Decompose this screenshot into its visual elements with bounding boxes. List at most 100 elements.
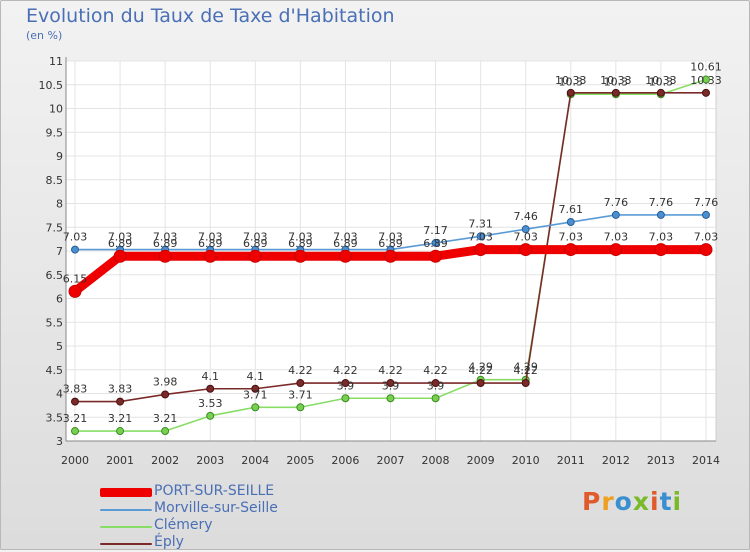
data-point bbox=[656, 88, 665, 97]
brand-letter: r bbox=[601, 487, 615, 516]
data-label: 7.03 bbox=[604, 231, 629, 244]
data-point bbox=[206, 411, 215, 420]
x-tick-label: 2011 bbox=[557, 454, 585, 467]
data-point bbox=[611, 88, 620, 97]
data-label: 3.9 bbox=[382, 379, 400, 392]
data-point bbox=[521, 225, 530, 234]
y-tick-label: 9 bbox=[56, 150, 63, 163]
y-tick-label: 6.5 bbox=[46, 269, 64, 282]
data-label: 3.83 bbox=[63, 383, 88, 396]
data-point bbox=[113, 249, 127, 263]
data-label: 4.22 bbox=[423, 364, 448, 377]
data-label: 7.46 bbox=[513, 210, 538, 223]
data-label: 3.98 bbox=[153, 375, 178, 388]
data-label: 3.83 bbox=[108, 383, 133, 396]
y-tick-label: 8.5 bbox=[46, 174, 64, 187]
legend-swatch bbox=[100, 543, 152, 545]
x-tick-label: 2008 bbox=[422, 454, 450, 467]
data-label: 3.53 bbox=[198, 397, 223, 410]
data-point bbox=[521, 379, 530, 388]
data-label: 3.71 bbox=[288, 388, 313, 401]
data-point bbox=[158, 249, 172, 263]
data-point bbox=[116, 427, 125, 436]
data-point bbox=[519, 243, 533, 257]
data-label: 4.22 bbox=[378, 364, 403, 377]
data-label: 7.76 bbox=[694, 196, 719, 209]
data-point bbox=[161, 427, 170, 436]
data-label: 7.03 bbox=[243, 231, 268, 244]
data-label: 6.89 bbox=[243, 237, 268, 250]
data-label: 7.03 bbox=[468, 231, 493, 244]
brand-letter: i bbox=[672, 487, 683, 516]
data-point bbox=[386, 394, 395, 403]
brand-logo: Proxiti bbox=[582, 487, 682, 516]
brand-letter: i bbox=[650, 487, 660, 516]
x-tick-label: 2005 bbox=[286, 454, 314, 467]
brand-letter: t bbox=[659, 487, 673, 516]
data-point bbox=[429, 249, 443, 263]
data-label: 7.31 bbox=[468, 217, 493, 230]
data-label: 6.89 bbox=[288, 237, 313, 250]
data-point bbox=[248, 249, 262, 263]
data-label: 6.89 bbox=[108, 237, 133, 250]
legend-label: Éply bbox=[154, 534, 184, 550]
data-point bbox=[71, 397, 79, 406]
data-label: 10.33 bbox=[645, 74, 677, 87]
data-point bbox=[611, 210, 620, 219]
data-point bbox=[251, 403, 260, 412]
data-label: 7.03 bbox=[559, 231, 584, 244]
data-point bbox=[566, 218, 575, 227]
data-point bbox=[338, 249, 352, 263]
brand-letter: o bbox=[614, 487, 633, 516]
data-label: 4.22 bbox=[288, 364, 313, 377]
data-label: 6.89 bbox=[333, 237, 358, 250]
y-tick-label: 8 bbox=[56, 198, 63, 211]
legend-swatch bbox=[100, 509, 152, 511]
y-tick-label: 11 bbox=[49, 55, 63, 68]
data-point bbox=[251, 384, 260, 393]
data-label: 10.33 bbox=[555, 74, 587, 87]
data-point bbox=[564, 243, 578, 257]
data-label: 7.03 bbox=[63, 231, 88, 244]
y-tick-label: 4 bbox=[56, 388, 63, 401]
data-point bbox=[701, 75, 710, 84]
data-point bbox=[656, 210, 665, 219]
x-tick-label: 2012 bbox=[602, 454, 630, 467]
x-tick-label: 2000 bbox=[61, 454, 89, 467]
data-label: 7.03 bbox=[513, 231, 538, 244]
data-label: 4.1 bbox=[247, 370, 265, 383]
data-point bbox=[341, 379, 350, 388]
data-point bbox=[476, 379, 485, 388]
data-label: 7.03 bbox=[333, 231, 358, 244]
data-label: 10.3 bbox=[604, 75, 629, 88]
y-tick-label: 5.5 bbox=[46, 316, 64, 329]
x-tick-label: 2003 bbox=[196, 454, 224, 467]
data-point bbox=[71, 245, 79, 254]
y-tick-label: 7.5 bbox=[46, 221, 64, 234]
legend-swatch bbox=[100, 526, 152, 528]
data-label: 3.21 bbox=[108, 412, 133, 425]
y-tick-label: 5 bbox=[56, 340, 63, 353]
data-label: 4.1 bbox=[201, 370, 219, 383]
y-tick-label: 10.5 bbox=[39, 79, 64, 92]
data-label: 7.03 bbox=[198, 231, 223, 244]
data-point bbox=[71, 427, 79, 436]
data-label: 7.17 bbox=[423, 224, 448, 237]
data-point bbox=[203, 249, 217, 263]
data-point bbox=[341, 394, 350, 403]
data-label: 7.03 bbox=[108, 231, 133, 244]
data-label: 6.15 bbox=[63, 272, 88, 285]
legend-label: Morville-sur-Seille bbox=[154, 500, 278, 516]
data-label: 3.9 bbox=[337, 379, 355, 392]
data-point bbox=[296, 403, 305, 412]
data-point bbox=[161, 390, 170, 399]
legend-label: Clémery bbox=[154, 517, 213, 533]
data-label: 4.29 bbox=[468, 361, 493, 374]
y-tick-label: 9.5 bbox=[46, 126, 64, 139]
data-label: 3.71 bbox=[243, 388, 268, 401]
data-label: 4.22 bbox=[333, 364, 358, 377]
chart-unit: (en %) bbox=[26, 29, 63, 42]
data-point bbox=[474, 243, 488, 257]
data-label: 10.3 bbox=[649, 75, 674, 88]
data-label: 4.22 bbox=[468, 364, 493, 377]
